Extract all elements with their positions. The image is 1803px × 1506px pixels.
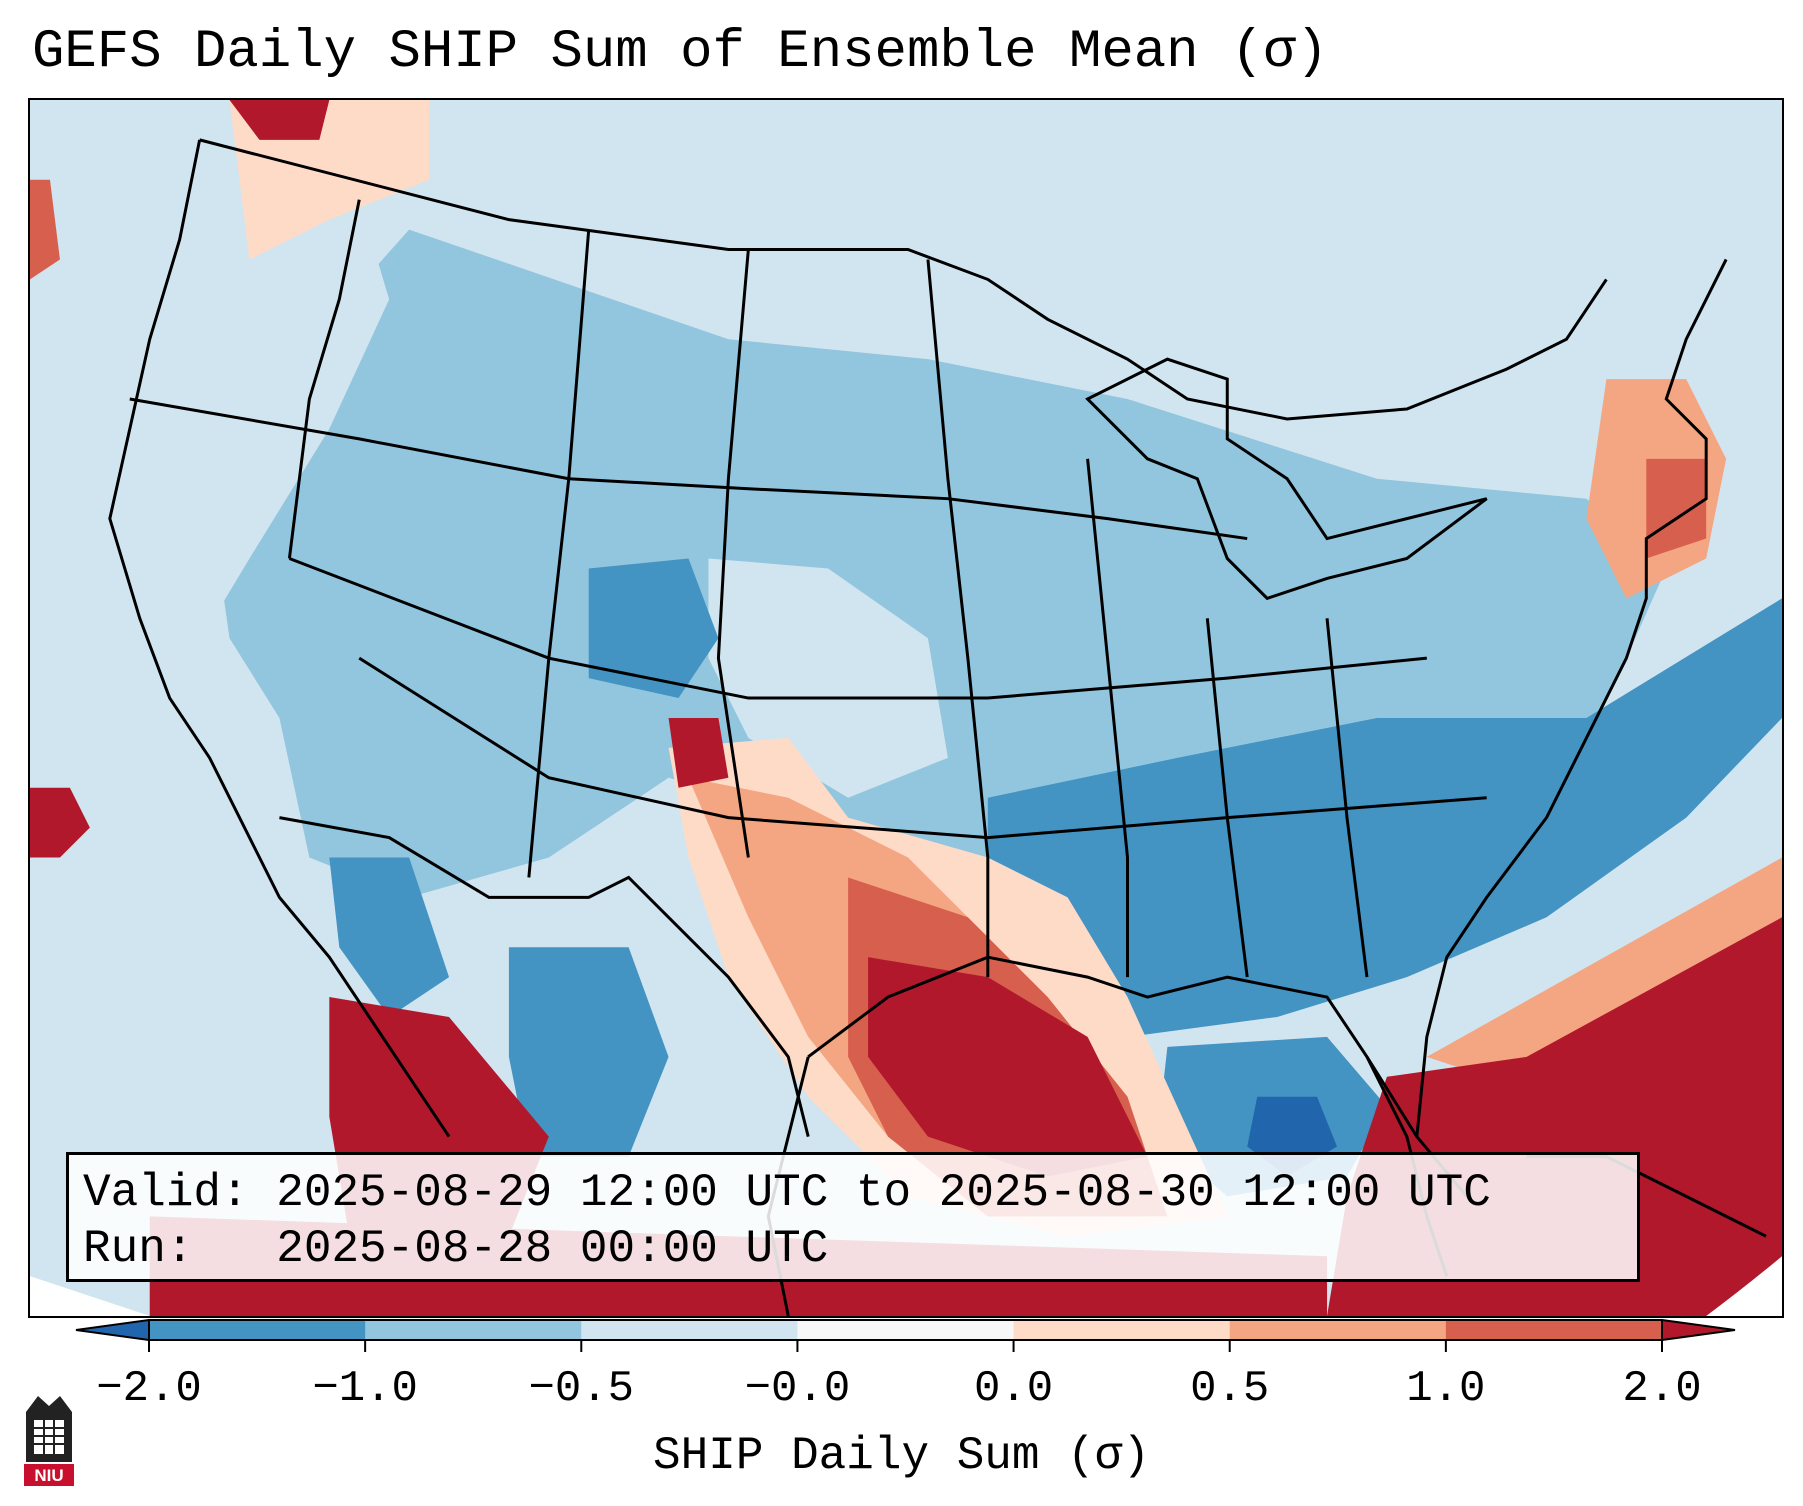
colorbar-segment: [1013, 1320, 1231, 1340]
colorbar-tick-label: −0.5: [528, 1364, 634, 1414]
field-region-pos-extreme-pacific-1: [30, 787, 90, 858]
field-region-pos-moderate-atl: [1426, 857, 1782, 1077]
colorbar-extend-high: [1662, 1320, 1735, 1340]
atlantic-coastline: [1415, 258, 1728, 1137]
pacific-coastline: [108, 139, 451, 1138]
field-region-neg-strong-co: [588, 558, 719, 699]
university-tower-icon: NIU: [24, 1396, 74, 1486]
colorbar-tick-label: 0.0: [974, 1364, 1053, 1414]
colorbar-tick-label: −0.0: [745, 1364, 851, 1414]
state-line-horizontal-1: [129, 397, 1248, 541]
us-mexico-border: [279, 816, 810, 1137]
colorbar-extend-outline: [75, 1319, 150, 1341]
colorbar: −2.0 −1.0 −0.5 −0.0 0.0 0.5 1.0 2.0: [75, 1319, 1736, 1414]
ship-field-map: [30, 100, 1782, 1316]
colorbar-segment: [1229, 1320, 1447, 1340]
map-panel: [28, 98, 1784, 1318]
valid-time-line: Valid: 2025-08-29 12:00 UTC to 2025-08-3…: [83, 1167, 1491, 1219]
colorbar-tick-label: −1.0: [312, 1364, 418, 1414]
colorbar-label: SHIP Daily Sum (σ): [653, 1430, 1150, 1482]
colorbar-segment: [797, 1320, 1015, 1340]
state-line-horizontal-3: [358, 656, 1487, 840]
state-line-divider-3: [716, 249, 750, 858]
field-region-neg-moderate: [209, 229, 1667, 898]
field-region-neg-strong-baja: [329, 857, 450, 1017]
field-region-pos-extreme-pnw: [229, 100, 330, 140]
map-title: GEFS Daily SHIP Sum of Ensemble Mean (σ): [32, 22, 1329, 83]
logo-text: NIU: [34, 1466, 63, 1485]
colorbar-segment: [581, 1320, 798, 1340]
colorbar-extend-outline-right: [1661, 1319, 1736, 1341]
field-region-pos-extreme-pacific-2: [30, 179, 60, 280]
validity-info-box: Valid: 2025-08-29 12:00 UTC to 2025-08-3…: [66, 1152, 1640, 1282]
field-region-neg-light-west: [139, 199, 390, 659]
field-region-neg-strong-mexico: [508, 947, 669, 1157]
colorbar-tick-label: 0.5: [1190, 1364, 1269, 1414]
field-region-neg-light-plains: [708, 558, 948, 798]
state-line-divider-5: [1086, 458, 1129, 978]
state-line-divider-4: [926, 259, 990, 978]
state-line-horizontal-2: [288, 557, 1427, 700]
state-line-divider-1: [287, 199, 361, 559]
colorbar-extend-low: [76, 1320, 149, 1340]
projection-edge-lower-right: [1706, 1256, 1782, 1316]
gulf-coastline: [807, 955, 1468, 1198]
field-region-pos-extreme-new-england: [1646, 458, 1707, 559]
field-region-pos-extreme-nm: [668, 717, 729, 788]
colorbar-tick-label: 1.0: [1406, 1364, 1485, 1414]
colorbar-segment: [1445, 1320, 1663, 1340]
field-region-pos-extreme-tx: [868, 957, 1148, 1177]
colorbar-segment: [365, 1320, 582, 1340]
colorbar-segments: [149, 1320, 1663, 1340]
run-time-line: Run: 2025-08-28 00:00 UTC: [83, 1223, 829, 1275]
great-lakes-outline: [1085, 357, 1488, 601]
state-line-divider-7: [1325, 618, 1369, 978]
colorbar-tick-label: −2.0: [96, 1364, 202, 1414]
colorbar-tick-label: 2.0: [1622, 1364, 1701, 1414]
field-region-neg-strong-se: [987, 598, 1782, 1037]
state-line-divider-2: [527, 229, 591, 878]
colorbar-outline: [148, 1319, 1663, 1341]
colorbar-ticks: −2.0 −1.0 −0.5 −0.0 0.0 0.5 1.0 2.0: [96, 1340, 1702, 1414]
colorbar-segment: [149, 1320, 366, 1340]
us-canada-border: [199, 138, 1608, 421]
